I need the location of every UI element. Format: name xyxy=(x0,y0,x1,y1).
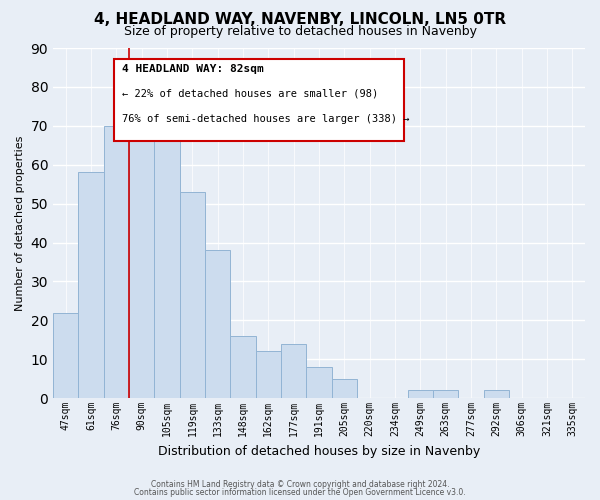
Y-axis label: Number of detached properties: Number of detached properties xyxy=(15,136,25,311)
Bar xyxy=(53,312,79,398)
Bar xyxy=(179,192,205,398)
Text: ← 22% of detached houses are smaller (98): ← 22% of detached houses are smaller (98… xyxy=(122,89,379,99)
Bar xyxy=(129,138,154,398)
Bar xyxy=(104,126,129,398)
Text: 4 HEADLAND WAY: 82sqm: 4 HEADLAND WAY: 82sqm xyxy=(122,64,264,74)
Bar xyxy=(407,390,433,398)
Bar xyxy=(307,367,332,398)
Bar xyxy=(205,250,230,398)
Bar xyxy=(79,172,104,398)
Bar xyxy=(433,390,458,398)
Bar xyxy=(281,344,307,398)
X-axis label: Distribution of detached houses by size in Navenby: Distribution of detached houses by size … xyxy=(158,444,480,458)
Text: Contains public sector information licensed under the Open Government Licence v3: Contains public sector information licen… xyxy=(134,488,466,497)
Text: 76% of semi-detached houses are larger (338) →: 76% of semi-detached houses are larger (… xyxy=(122,114,410,124)
Bar xyxy=(332,378,357,398)
Text: Size of property relative to detached houses in Navenby: Size of property relative to detached ho… xyxy=(124,25,476,38)
Bar xyxy=(230,336,256,398)
Bar xyxy=(484,390,509,398)
Text: 4, HEADLAND WAY, NAVENBY, LINCOLN, LN5 0TR: 4, HEADLAND WAY, NAVENBY, LINCOLN, LN5 0… xyxy=(94,12,506,28)
Bar xyxy=(256,352,281,398)
Text: Contains HM Land Registry data © Crown copyright and database right 2024.: Contains HM Land Registry data © Crown c… xyxy=(151,480,449,489)
Bar xyxy=(154,106,179,398)
FancyBboxPatch shape xyxy=(114,58,404,141)
